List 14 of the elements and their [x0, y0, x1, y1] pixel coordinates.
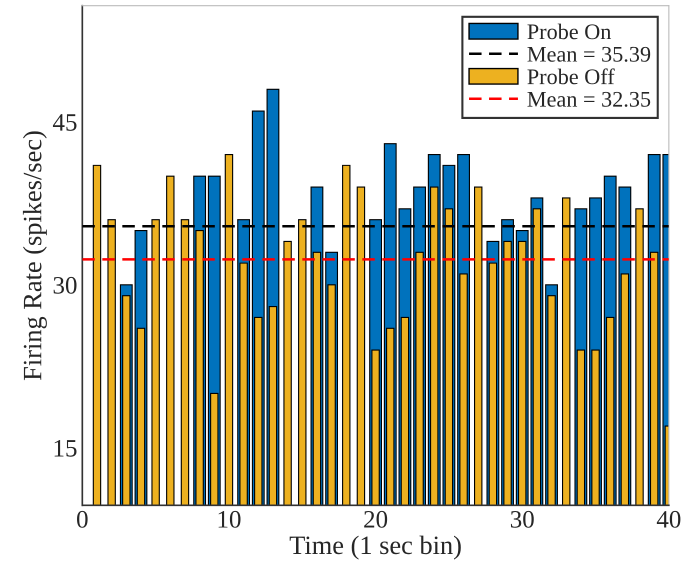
- y-tick-label: 30: [54, 276, 77, 294]
- x-tick-label: 10: [218, 510, 240, 528]
- y-tick-label: 15: [54, 440, 76, 457]
- legend-label: Mean = 32.35: [527, 92, 650, 107]
- x-axis-title: Time (1 sec bin): [290, 536, 461, 560]
- x-tick-label: 40: [656, 510, 680, 528]
- legend-label: Probe On: [527, 24, 612, 40]
- legend-label: Mean = 35.39: [527, 46, 650, 62]
- y-tick-label: 45: [52, 114, 76, 131]
- x-tick-label: 20: [364, 510, 388, 528]
- x-tick-label: 0: [77, 510, 88, 528]
- x-tick-label: 30: [510, 510, 534, 528]
- y-axis-title: Firing Rate (spikes/sec): [22, 131, 47, 380]
- legend-label: Probe Off: [527, 68, 615, 84]
